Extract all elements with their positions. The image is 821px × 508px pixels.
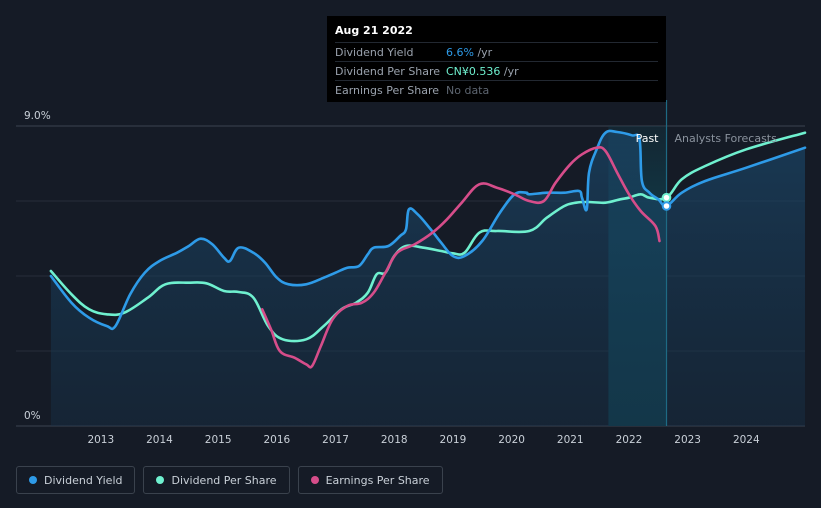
- tooltip-unit: /yr: [500, 64, 519, 78]
- tooltip-date: Aug 21 2022: [335, 24, 413, 37]
- marker-dot-dividend-per-share: [661, 192, 672, 203]
- x-tick-label: 2024: [733, 434, 760, 446]
- tooltip-unit: /yr: [473, 45, 493, 59]
- x-tick-label: 2014: [146, 434, 173, 446]
- legend-item-dividend-yield[interactable]: Dividend Yield: [16, 466, 136, 494]
- tooltip-value: No data: [446, 83, 490, 97]
- x-tick-label: 2019: [440, 434, 467, 446]
- tooltip-row-dividend-yield: Dividend Yield 6.6% /yr: [335, 42, 658, 61]
- dividend-yield-dot-icon: [29, 476, 37, 484]
- tooltip-label: Earnings Per Share: [335, 83, 440, 97]
- legend-label: Earnings Per Share: [325, 473, 430, 487]
- earnings-per-share-dot-icon: [310, 476, 319, 484]
- marker-dot-dividend-yield: [661, 201, 672, 211]
- y-tick-label-bottom: 0%: [24, 410, 41, 422]
- x-tick-label: 2023: [674, 434, 701, 446]
- x-tick-label: 2017: [322, 434, 349, 446]
- y-tick-label-top: 9.0%: [24, 110, 51, 122]
- forecast-region-label: Analysts Forecasts: [675, 132, 778, 145]
- tooltip-label: Dividend Per Share: [335, 64, 441, 78]
- hover-tooltip: Aug 21 2022 Dividend Yield 6.6% /yr Divi…: [327, 16, 666, 102]
- x-tick-label: 2013: [87, 434, 114, 446]
- series-line-dividend-yield: [49, 129, 807, 331]
- legend-label: Dividend Per Share: [171, 473, 277, 487]
- chart-legend: Dividend Yield Dividend Per Share Earnin…: [16, 466, 443, 494]
- x-tick-label: 2016: [263, 434, 290, 446]
- x-tick-label: 2018: [381, 434, 408, 446]
- dividend-per-share-dot-icon: [156, 476, 165, 484]
- tooltip-label: Dividend Yield: [335, 45, 414, 59]
- tooltip-value: CN¥0.536: [446, 64, 501, 78]
- x-tick-label: 2015: [205, 434, 232, 446]
- dividend-yield-area: [50, 132, 805, 426]
- x-tick-label: 2021: [557, 434, 584, 446]
- tooltip-row-dividend-per-share: Dividend Per Share CN¥0.536 /yr: [335, 61, 658, 80]
- tooltip-value: 6.6%: [446, 45, 474, 59]
- tooltip-row-earnings-per-share: Earnings Per Share No data: [335, 80, 658, 99]
- legend-label: Dividend Yield: [44, 473, 123, 487]
- legend-item-earnings-per-share[interactable]: Earnings Per Share: [297, 466, 443, 494]
- series-line-earnings-per-share: [260, 145, 661, 369]
- x-tick-label: 2020: [498, 434, 525, 446]
- legend-item-dividend-per-share[interactable]: Dividend Per Share: [143, 466, 290, 494]
- past-region-label: Past: [636, 132, 660, 145]
- x-tick-label: 2022: [616, 434, 643, 446]
